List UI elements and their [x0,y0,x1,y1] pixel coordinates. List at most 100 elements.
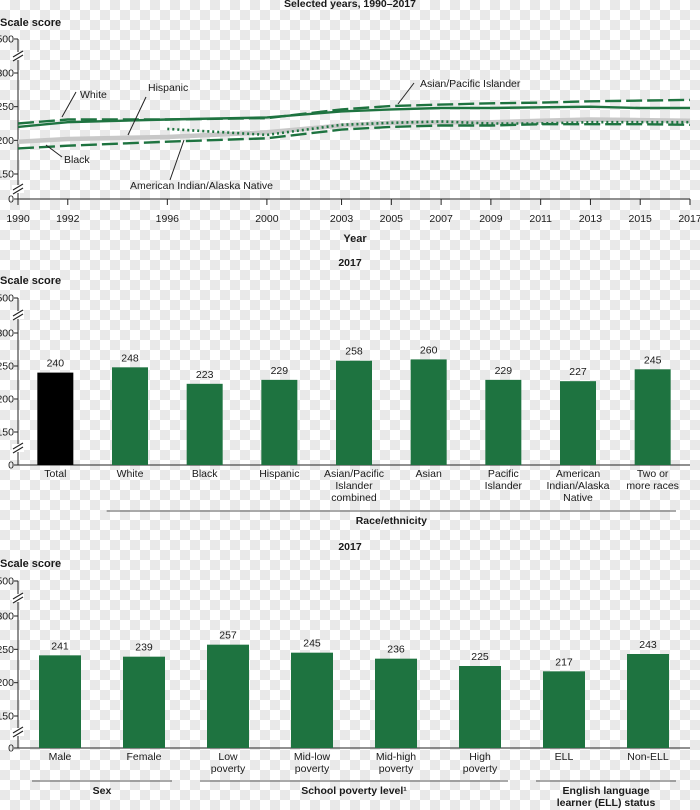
category-label: American [556,468,601,480]
y-tick-label: 500 [0,293,14,305]
x-tick-label: 2005 [380,213,404,225]
y-tick-label: 250 [0,361,14,373]
y-tick-label: 0 [8,194,14,206]
axis-break-icon [12,183,24,195]
bar-white [112,367,148,465]
bar-value-label: 243 [639,639,657,651]
bar-black [186,383,223,465]
series-label-black: Black [64,154,90,166]
y-tick-label: 150 [0,711,14,723]
bar-chart-title: 2017 [338,541,362,553]
category-label: Hispanic [259,468,299,480]
category-label: Total [44,468,66,480]
x-tick-label: 2017 [678,213,700,225]
category-label: Mid-low [294,751,331,763]
group-label: School poverty level¹ [301,785,407,797]
y-tick-label: 500 [0,34,14,46]
y-tick-label: 150 [0,427,14,439]
category-label: Asian [416,468,442,480]
series-label-white: White [80,89,107,101]
x-tick-label: 1992 [56,213,80,225]
bar-male [39,655,81,748]
bar-value-label: 241 [51,640,69,652]
y-tick-label: 300 [0,611,14,623]
axis-break-icon [12,726,24,738]
category-label: Non-ELL [627,751,669,763]
category-label: poverty [295,763,330,775]
bar-low-poverty [207,644,249,748]
x-tick-label: 2015 [629,213,653,225]
line-y-axis-title: Scale score [0,17,61,29]
bar-y-axis-title: Scale score [0,275,61,287]
bar-y-axis-title: Scale score [0,558,61,570]
category-label: ELL [555,751,574,763]
series-line-asian-pacific-islander [17,98,691,125]
series-label-asian-pacific-islander: Asian/Pacific Islander [420,78,521,90]
bar-value-label: 223 [196,369,214,381]
bar-high-poverty [459,666,501,748]
y-tick-label: 300 [0,328,14,340]
category-label: White [117,468,144,480]
bar-ell [543,671,585,748]
category-label: Male [49,751,72,763]
bar-two-or-more-races [634,369,671,465]
y-tick-label: 250 [0,101,14,113]
axis-break-icon [12,309,24,321]
axis-break-icon [12,592,24,604]
y-tick-label: 150 [0,169,14,181]
category-label: Female [126,751,161,763]
category-label: Native [563,492,593,504]
x-tick-label: 2003 [330,213,354,225]
group-label: Race/ethnicity [356,515,427,527]
x-tick-label: 1990 [6,213,30,225]
category-label: Two or [637,468,669,480]
bar-value-label: 225 [471,651,489,663]
category-label: poverty [379,763,414,775]
bar-american-indian-alaska-native [560,381,596,465]
y-tick-label: 300 [0,68,14,80]
line-chart-title: Selected years, 1990–2017 [284,0,416,10]
x-tick-label: 1996 [156,213,180,225]
bar-female [123,656,165,748]
category-label: Asian/Pacific [324,468,384,480]
x-tick-label: 2011 [529,213,552,225]
bar-value-label: 257 [219,630,237,642]
category-label: combined [331,492,377,504]
series-leader-line [397,82,415,105]
axis-break-icon [12,50,24,62]
bar-value-label: 240 [47,358,65,370]
bar-chart-title: 2017 [338,257,362,269]
y-tick-label: 0 [8,743,14,755]
group-label: Sex [93,785,112,797]
bar-value-label: 217 [555,656,573,668]
bar-value-label: 245 [644,354,662,366]
y-tick-label: 200 [0,135,14,147]
bar-value-label: 239 [135,642,153,654]
series-leader-line [61,91,77,118]
category-label: High [469,751,491,763]
group-label: English language [563,785,650,797]
line-x-axis-title: Year [343,233,367,245]
x-tick-label: 2013 [579,213,603,225]
series-line-black [17,123,691,150]
category-label: more races [626,480,679,492]
bar-value-label: 260 [420,344,438,356]
category-label: poverty [463,763,498,775]
bar-value-label: 245 [303,638,321,650]
category-label: Islander [485,480,523,492]
series-label-american-indian-alaska-native: American Indian/Alaska Native [130,180,273,192]
category-label: Mid-high [376,751,416,763]
bar-value-label: 258 [345,346,363,358]
category-label: poverty [211,763,246,775]
y-tick-label: 200 [0,677,14,689]
bar-value-label: 227 [569,366,587,378]
bar-mid-high-poverty [375,658,417,748]
category-label: Pacific [488,468,519,480]
y-tick-label: 200 [0,394,14,406]
bar-pacific-islander [485,379,522,465]
y-tick-label: 500 [0,576,14,588]
y-tick-label: 250 [0,644,14,656]
category-label: Islander [335,480,373,492]
category-label: Low [218,751,238,763]
